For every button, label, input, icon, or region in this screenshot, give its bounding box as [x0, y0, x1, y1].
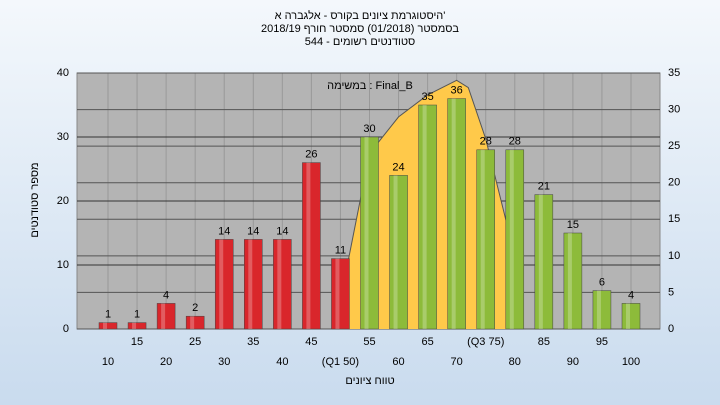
- value-label: 14: [218, 225, 230, 237]
- y2-tick-label: 35: [668, 67, 680, 79]
- value-label: 4: [628, 289, 634, 301]
- bar-shine: [190, 316, 195, 329]
- bar-shine: [335, 258, 340, 329]
- bar: [273, 239, 292, 330]
- bar-shine: [626, 303, 630, 329]
- x-tick-label: 10: [102, 356, 114, 368]
- bar-shine: [538, 194, 543, 329]
- value-label: 15: [567, 219, 579, 231]
- bar: [447, 98, 466, 330]
- bar: [563, 232, 583, 330]
- value-label: 1: [105, 309, 111, 321]
- bar-shine: [393, 175, 398, 329]
- value-label: 28: [509, 136, 521, 148]
- x-tick-label: 45: [305, 336, 317, 348]
- x-tick-label: 55: [363, 336, 375, 348]
- value-label: 30: [363, 123, 375, 135]
- y2-tick-label: 0: [668, 323, 674, 335]
- bar-shine: [277, 239, 282, 329]
- value-label: 4: [163, 289, 169, 301]
- x-tick-label: 85: [538, 336, 550, 348]
- x-tick-label: 35: [247, 336, 259, 348]
- bar: [244, 239, 263, 330]
- x-tick-label: 40: [276, 356, 288, 368]
- bar: [156, 303, 176, 330]
- x-tick-label: 20: [160, 356, 172, 368]
- bar-shine: [248, 239, 253, 329]
- bar: [621, 303, 641, 330]
- annotation: במשימה : Final_B: [327, 80, 413, 92]
- title-line: 544 - סטודנטים רשומים: [305, 36, 416, 48]
- y2-tick-label: 30: [668, 103, 680, 115]
- bar: [185, 315, 205, 330]
- x-tick-label: 15: [131, 336, 143, 348]
- x-tick-label: 30: [218, 356, 230, 368]
- bar: [127, 322, 147, 330]
- bar-shine: [219, 239, 224, 329]
- value-label: 36: [451, 85, 463, 97]
- bar-shine: [451, 98, 456, 329]
- bar: [302, 162, 321, 330]
- bar: [98, 322, 118, 330]
- y-tick-label: 30: [57, 131, 69, 143]
- area-line: [334, 79, 516, 330]
- bar-shine: [103, 322, 107, 329]
- x-tick-label: (Q1 50): [322, 356, 359, 368]
- y2-tick-label: 25: [668, 140, 680, 152]
- value-label: 14: [247, 225, 259, 237]
- value-label: 11: [335, 245, 346, 257]
- bar-shine: [161, 303, 166, 329]
- y2-tick-label: 15: [668, 213, 680, 225]
- value-label: 35: [421, 91, 433, 103]
- bar: [389, 175, 408, 330]
- bar-shine: [480, 149, 485, 329]
- title-line: היסטוגרמת ציונים בקורס - אלגברה א': [275, 9, 446, 22]
- value-label: 24: [392, 161, 404, 173]
- x-tick-label: 60: [392, 356, 404, 368]
- bar-shine: [422, 105, 427, 329]
- value-label: 26: [305, 149, 317, 161]
- x-tick-label: (Q3 75): [467, 336, 504, 348]
- y2-tick-label: 20: [668, 177, 680, 189]
- y-tick-label: 0: [63, 323, 69, 335]
- value-label: 28: [480, 136, 492, 148]
- x-tick-label: 90: [567, 356, 579, 368]
- bar-shine: [132, 322, 137, 329]
- bar-shine: [596, 290, 601, 329]
- y-tick-label: 10: [57, 259, 69, 271]
- title-line: בסמסטר (01/2018) סמסטר חורף 2018/19: [261, 23, 459, 35]
- value-label: 14: [276, 225, 288, 237]
- x-tick-label: 25: [189, 336, 201, 348]
- value-label: 2: [192, 302, 198, 314]
- value-label: 21: [538, 181, 550, 193]
- x-tick-label: 95: [596, 336, 608, 348]
- bar: [476, 149, 495, 330]
- bar-shine: [306, 162, 311, 329]
- bar: [418, 104, 437, 330]
- bar: [214, 239, 234, 330]
- y-axis-label: מספר סטודנטים: [29, 162, 41, 237]
- x-tick-label: 100: [622, 356, 640, 368]
- bar-shine: [509, 149, 514, 329]
- value-label: 1: [134, 309, 140, 321]
- bar: [360, 136, 379, 330]
- bar: [331, 258, 350, 330]
- y-tick-label: 40: [57, 67, 69, 79]
- bar: [505, 149, 525, 330]
- bar: [534, 194, 554, 330]
- x-axis-label: טווח ציונים: [345, 375, 394, 387]
- bar-shine: [567, 233, 572, 329]
- bar: [592, 290, 612, 330]
- x-tick-label: 80: [509, 356, 521, 368]
- bar-shine: [364, 137, 369, 329]
- value-label: 6: [599, 277, 605, 289]
- x-tick-label: 65: [421, 336, 433, 348]
- y-tick-label: 20: [57, 195, 69, 207]
- y2-tick-label: 10: [668, 250, 680, 262]
- y2-tick-label: 5: [668, 286, 674, 298]
- x-tick-label: 70: [451, 356, 463, 368]
